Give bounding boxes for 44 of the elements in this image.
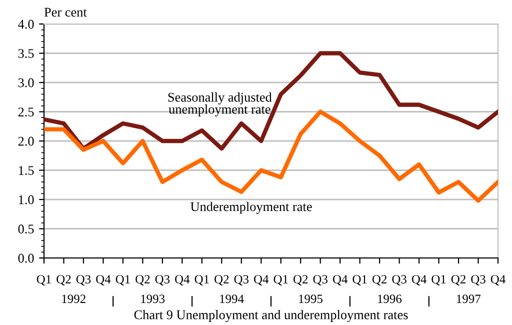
x-tick-label: Q4 [96,275,111,286]
y-tick-label: 2.5 [18,108,34,117]
x-tick-label: Q1 [352,275,367,286]
x-tick-label: Q2 [56,275,71,286]
x-tick-label: Q2 [214,275,229,286]
y-tick-label: 1.0 [18,195,34,204]
y-tick-label: 3.5 [18,49,34,58]
text: 1996 [378,294,402,304]
x-tick-label: Q4 [332,275,348,286]
text: 1993 [141,294,165,304]
x-tick-label: Q1 [274,275,288,286]
y-axis-title: Per cent [44,8,87,17]
x-tick-label: Q2 [451,275,466,286]
text: 1994 [220,294,244,304]
y-tick-label: 0.0 [18,254,34,263]
x-tick-label: Q4 [254,275,269,286]
x-tick-label: Q1 [432,275,446,286]
x-tick-label: Q2 [293,275,308,286]
y-tick-label: 4.0 [18,20,34,29]
line-series [44,51,498,151]
x-tick-label: Q2 [372,275,387,286]
x-tick-label: Q4 [175,275,190,286]
text: Chart 9 Unemployment and underemployment rates [134,310,408,322]
x-tick-label: Q3 [313,275,328,286]
series-label: Seasonally adjusted unemployment rate [168,92,272,116]
x-tick-label: Q1 [36,275,51,286]
x-tick-label: Q2 [136,275,150,286]
x-tick-label: Q3 [471,275,486,286]
text: 1992 [62,294,86,304]
text: 1995 [299,294,322,304]
x-tick-label: Q3 [155,275,170,286]
y-tick-label: 1.5 [18,166,34,176]
x-tick-label: Q4 [412,275,426,286]
y-tick-label: 0.5 [18,224,34,234]
text: 1997 [456,294,481,304]
x-tick-label: Q4 [490,275,506,286]
x-tick-label: Q1 [194,275,209,286]
series-label: Underemployment rate [190,202,312,214]
x-tick-label: Q3 [76,275,91,286]
x-tick-label: Q3 [234,275,249,286]
y-tick-label: 2.0 [18,136,34,146]
y-tick-label: 3.0 [18,78,34,88]
x-tick-label: Q3 [392,275,406,286]
x-tick-label: Q1 [116,275,130,286]
